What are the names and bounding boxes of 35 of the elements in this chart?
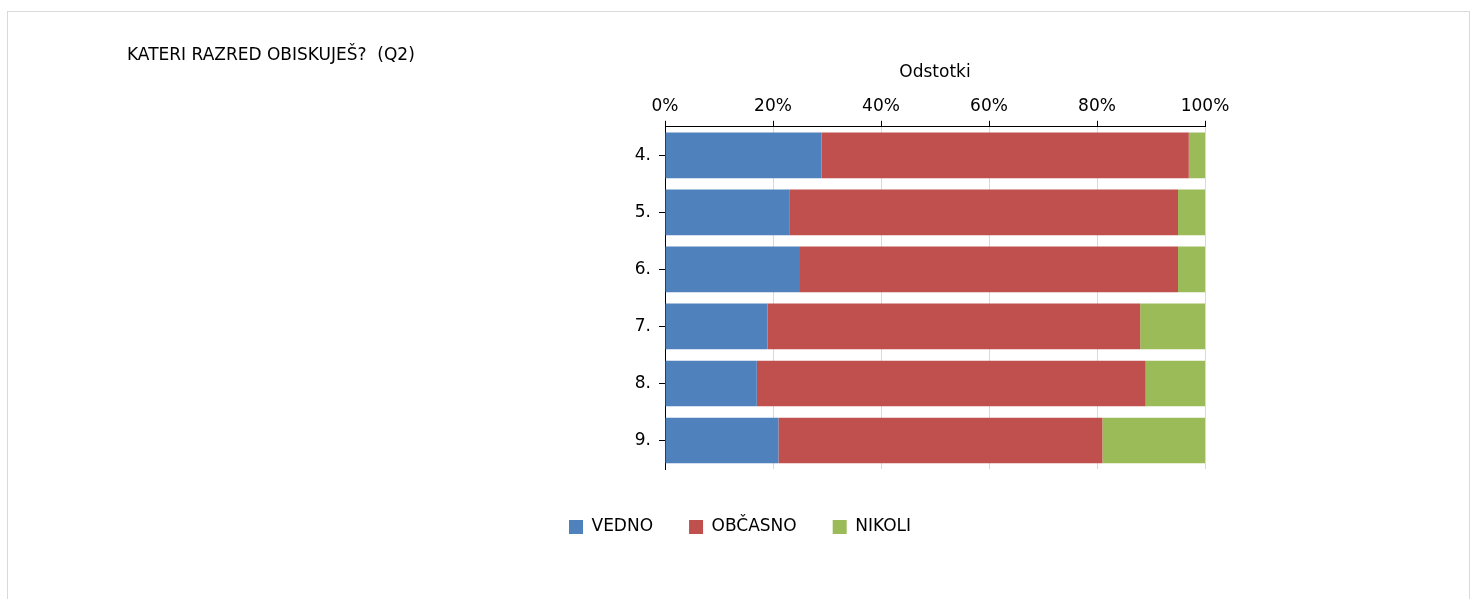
bar [665, 189, 790, 236]
bar [756, 360, 1146, 407]
bar [1178, 189, 1205, 236]
bar [1178, 246, 1205, 293]
bar [1102, 417, 1205, 464]
bar [789, 189, 1178, 236]
x-tick-label: 0% [651, 95, 679, 116]
y-tick-label: 8. [634, 371, 651, 392]
y-tick-label: 4. [634, 143, 651, 164]
bar [1188, 132, 1205, 179]
y-tick-label: 5. [634, 200, 651, 221]
bar [665, 303, 768, 350]
bar [800, 246, 1178, 293]
bar [665, 246, 800, 293]
y-tick-label: 6. [634, 257, 651, 278]
legend-label: NIKOLI [855, 515, 912, 536]
bar [1145, 360, 1205, 407]
x-tick-label: 60% [970, 95, 1008, 116]
text: KATERI RAZRED OBISKUJEŠ? (Q2) [127, 44, 415, 64]
x-axis-title: Odstotki [899, 60, 971, 81]
bar [665, 132, 822, 179]
x-tick-label: 80% [1078, 95, 1116, 116]
legend-label: VEDNO [591, 515, 654, 536]
legend-label: OBČASNO [711, 514, 797, 536]
x-tick-label: 100% [1180, 95, 1230, 116]
y-tick-label: 7. [634, 314, 651, 335]
bar [821, 132, 1189, 179]
x-tick-label: 20% [754, 95, 792, 116]
bar [665, 360, 757, 407]
bar [1140, 303, 1205, 350]
y-tick-label: 9. [634, 428, 651, 449]
bar [665, 417, 779, 464]
x-tick-label: 40% [862, 95, 900, 116]
bar [767, 303, 1141, 350]
bar [778, 417, 1103, 464]
